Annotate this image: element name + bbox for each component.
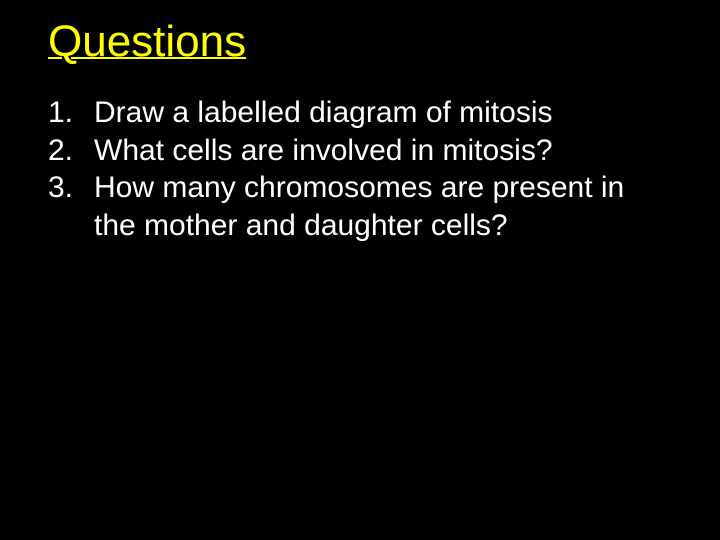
list-item: 2. What cells are involved in mitosis?: [48, 132, 672, 170]
slide: Questions 1. Draw a labelled diagram of …: [0, 0, 720, 540]
list-text: How many chromosomes are present in the …: [94, 169, 672, 244]
list-text: What cells are involved in mitosis?: [94, 132, 672, 170]
list-marker: 2.: [48, 132, 94, 170]
list-marker: 1.: [48, 94, 94, 132]
question-list: 1. Draw a labelled diagram of mitosis 2.…: [48, 94, 672, 244]
list-item: 3. How many chromosomes are present in t…: [48, 169, 672, 244]
list-marker: 3.: [48, 169, 94, 207]
list-text: Draw a labelled diagram of mitosis: [94, 94, 672, 132]
slide-title: Questions: [48, 18, 672, 66]
list-item: 1. Draw a labelled diagram of mitosis: [48, 94, 672, 132]
